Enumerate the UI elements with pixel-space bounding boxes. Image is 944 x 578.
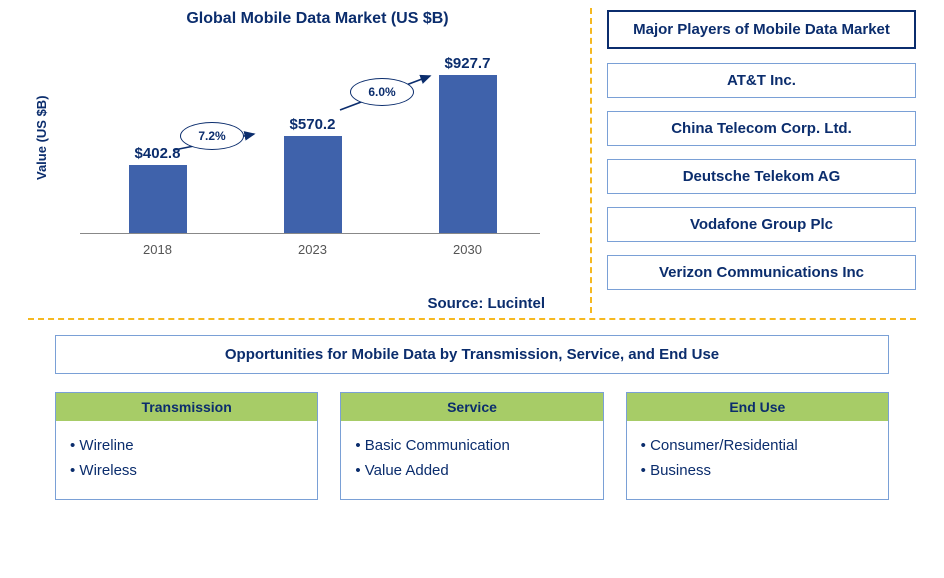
opp-header: Transmission <box>56 393 317 421</box>
players-title: Major Players of Mobile Data Market <box>607 10 916 49</box>
bar <box>129 165 187 233</box>
opp-header: End Use <box>627 393 888 421</box>
player-item: Vodafone Group Plc <box>607 207 916 242</box>
opportunities-columns: Transmission Wireline Wireless Service B… <box>55 392 889 500</box>
x-label: 2023 <box>268 242 358 257</box>
bar-group-2018: $402.8 <box>113 145 203 233</box>
players-panel: Major Players of Mobile Data Market AT&T… <box>585 0 944 310</box>
bars-wrap: $402.8 $570.2 $927.7 <box>80 63 545 233</box>
opportunities-panel: Opportunities for Mobile Data by Transmi… <box>55 335 889 500</box>
opp-items: Consumer/Residential Business <box>627 421 888 499</box>
chart-panel: Global Mobile Data Market (US $B) Value … <box>0 0 585 310</box>
bar <box>284 136 342 233</box>
bar-value: $402.8 <box>135 145 181 162</box>
chart-source: Source: Lucintel <box>427 295 545 312</box>
x-label: 2018 <box>113 242 203 257</box>
opp-header: Service <box>341 393 602 421</box>
opp-col-service: Service Basic Communication Value Added <box>340 392 603 500</box>
bar-value: $927.7 <box>445 55 491 72</box>
chart-title: Global Mobile Data Market (US $B) <box>60 10 575 28</box>
player-item: Verizon Communications Inc <box>607 255 916 290</box>
bar-group-2030: $927.7 <box>423 55 513 233</box>
opp-items: Basic Communication Value Added <box>341 421 602 499</box>
opp-item: Business <box>641 458 874 483</box>
bar-value: $570.2 <box>290 116 336 133</box>
x-axis-line <box>80 233 540 234</box>
opp-item: Consumer/Residential <box>641 433 874 458</box>
opp-item: Wireless <box>70 458 303 483</box>
infographic-root: Global Mobile Data Market (US $B) Value … <box>0 0 944 578</box>
opp-col-transmission: Transmission Wireline Wireless <box>55 392 318 500</box>
chart-area: Value (US $B) 7.2% 6.0% $402.8 <box>40 40 575 260</box>
player-item: Deutsche Telekom AG <box>607 159 916 194</box>
bar <box>439 75 497 233</box>
opp-item: Wireline <box>70 433 303 458</box>
player-item: AT&T Inc. <box>607 63 916 98</box>
opp-items: Wireline Wireless <box>56 421 317 499</box>
horizontal-divider <box>28 318 916 320</box>
vertical-divider <box>590 8 592 313</box>
bar-group-2023: $570.2 <box>268 116 358 233</box>
y-axis-label: Value (US $B) <box>34 95 49 180</box>
opp-item: Value Added <box>355 458 588 483</box>
opp-col-enduse: End Use Consumer/Residential Business <box>626 392 889 500</box>
opportunities-title: Opportunities for Mobile Data by Transmi… <box>55 335 889 374</box>
player-item: China Telecom Corp. Ltd. <box>607 111 916 146</box>
x-axis-labels: 2018 2023 2030 <box>80 242 545 257</box>
x-label: 2030 <box>423 242 513 257</box>
top-row: Global Mobile Data Market (US $B) Value … <box>0 0 944 310</box>
opp-item: Basic Communication <box>355 433 588 458</box>
